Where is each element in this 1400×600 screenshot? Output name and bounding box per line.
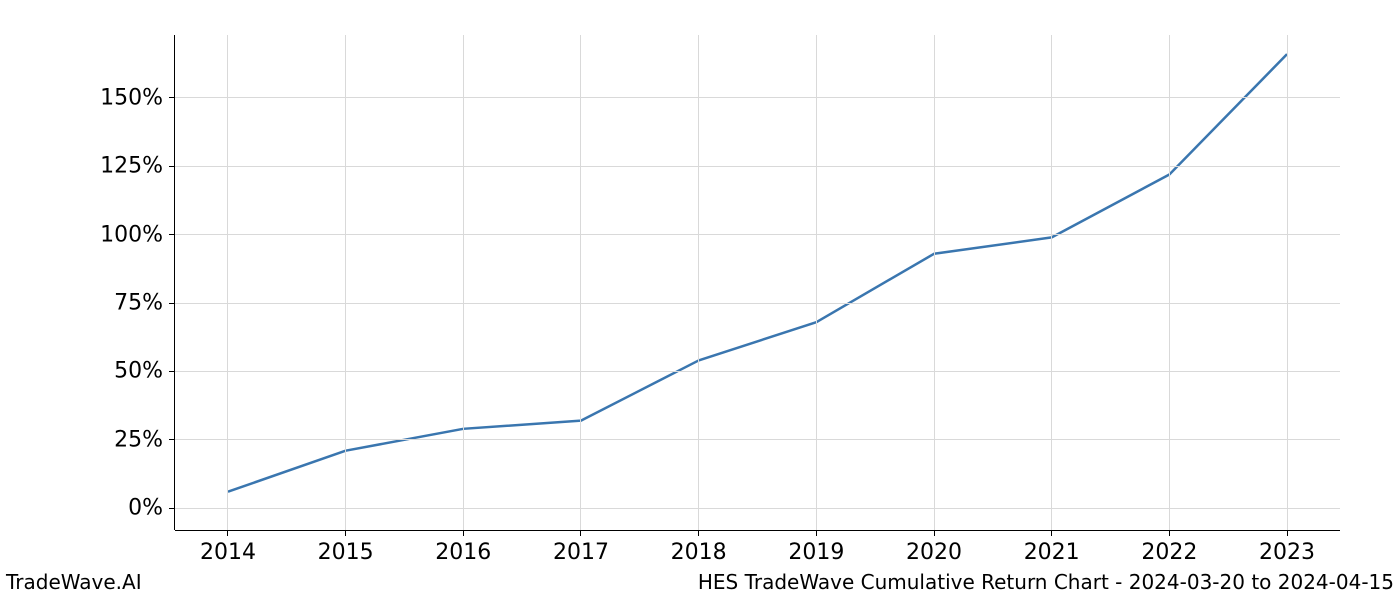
grid-line-vertical	[1051, 35, 1052, 530]
x-tick-label: 2023	[1259, 540, 1315, 565]
x-tick-label: 2021	[1024, 540, 1080, 565]
grid-line-horizontal	[175, 166, 1340, 167]
grid-line-horizontal	[175, 97, 1340, 98]
grid-line-vertical	[816, 35, 817, 530]
y-tick-label: 50%	[114, 359, 163, 384]
x-tick-label: 2022	[1141, 540, 1197, 565]
grid-line-vertical	[1169, 35, 1170, 530]
x-tick	[816, 530, 817, 536]
y-tick	[169, 303, 175, 304]
x-tick-label: 2019	[788, 540, 844, 565]
x-tick-label: 2014	[200, 540, 256, 565]
footer-left-label: TradeWave.AI	[6, 570, 142, 594]
x-tick-label: 2018	[671, 540, 727, 565]
x-tick-label: 2016	[435, 540, 491, 565]
grid-line-horizontal	[175, 303, 1340, 304]
grid-line-vertical	[698, 35, 699, 530]
grid-line-horizontal	[175, 439, 1340, 440]
footer-right-label: HES TradeWave Cumulative Return Chart - …	[698, 570, 1394, 594]
x-tick-label: 2017	[553, 540, 609, 565]
y-tick	[169, 439, 175, 440]
y-tick-label: 75%	[114, 291, 163, 316]
grid-line-vertical	[1287, 35, 1288, 530]
y-tick	[169, 234, 175, 235]
grid-line-horizontal	[175, 371, 1340, 372]
grid-line-vertical	[463, 35, 464, 530]
x-tick-label: 2020	[906, 540, 962, 565]
x-tick	[698, 530, 699, 536]
y-tick-label: 0%	[128, 496, 163, 521]
grid-line-vertical	[345, 35, 346, 530]
chart-container: { "chart": { "type": "line", "canvas": {…	[0, 0, 1400, 600]
series-line	[228, 54, 1287, 492]
x-tick	[463, 530, 464, 536]
x-tick	[1051, 530, 1052, 536]
x-tick	[1287, 530, 1288, 536]
grid-line-vertical	[934, 35, 935, 530]
y-tick	[169, 97, 175, 98]
x-tick	[580, 530, 581, 536]
grid-line-vertical	[227, 35, 228, 530]
y-tick-label: 150%	[100, 85, 163, 110]
x-tick-label: 2015	[318, 540, 374, 565]
y-tick	[169, 508, 175, 509]
x-tick	[934, 530, 935, 536]
x-tick	[1169, 530, 1170, 536]
y-tick-label: 25%	[114, 427, 163, 452]
y-tick	[169, 371, 175, 372]
x-tick	[345, 530, 346, 536]
x-tick	[227, 530, 228, 536]
grid-line-vertical	[580, 35, 581, 530]
y-axis-line	[174, 35, 175, 530]
grid-line-horizontal	[175, 508, 1340, 509]
line-chart-svg	[0, 0, 1400, 600]
y-tick	[169, 166, 175, 167]
x-axis-line	[175, 530, 1340, 531]
y-tick-label: 125%	[100, 154, 163, 179]
grid-line-horizontal	[175, 234, 1340, 235]
y-tick-label: 100%	[100, 222, 163, 247]
